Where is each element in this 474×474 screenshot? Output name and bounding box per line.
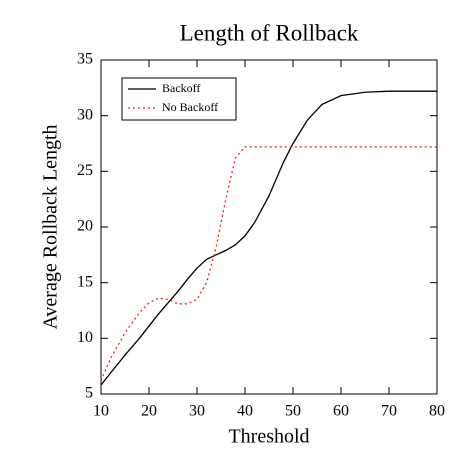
y-tick-label: 15 <box>77 273 93 290</box>
y-axis-label: Average Rollback Length <box>40 124 62 329</box>
x-tick-label: 60 <box>333 403 349 420</box>
x-tick-label: 30 <box>189 403 205 420</box>
chart-title: Length of Rollback <box>180 20 359 45</box>
y-tick-label: 30 <box>77 106 93 123</box>
x-tick-label: 40 <box>237 403 253 420</box>
y-tick-label: 10 <box>77 329 93 346</box>
x-tick-label: 80 <box>429 403 445 420</box>
x-axis-label: Threshold <box>228 426 309 448</box>
x-tick-label: 50 <box>285 403 301 420</box>
y-tick-label: 20 <box>77 218 93 235</box>
y-tick-label: 35 <box>77 51 93 68</box>
series-line <box>100 146 437 381</box>
legend-box <box>121 77 237 121</box>
x-tick-label: 10 <box>93 403 109 420</box>
x-tick-label: 70 <box>381 403 397 420</box>
legend-label: Backoff <box>162 81 200 95</box>
y-tick-label: 25 <box>77 162 93 179</box>
x-tick-label: 20 <box>141 403 157 420</box>
series-line <box>100 90 437 386</box>
y-tick-label: 5 <box>85 385 93 402</box>
legend-label: No Backoff <box>162 100 218 114</box>
